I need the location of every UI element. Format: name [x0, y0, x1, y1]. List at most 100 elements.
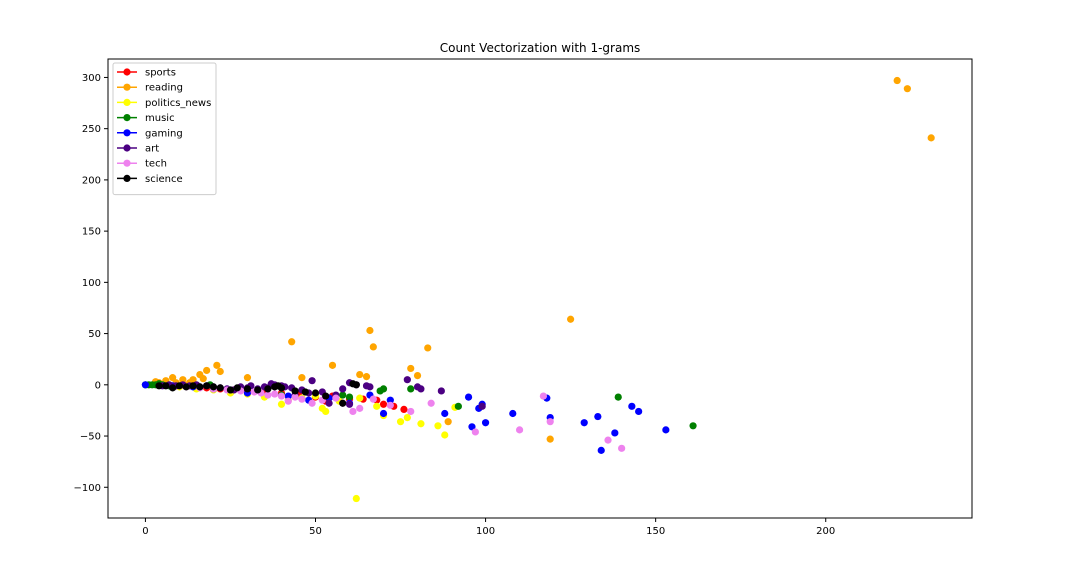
data-point [454, 402, 462, 410]
y-axis: −100 −50 0 50 100 150 200 250 300 [74, 73, 108, 494]
data-point [352, 381, 360, 389]
data-point [339, 391, 347, 399]
legend-marker [123, 129, 131, 137]
legend-marker [123, 83, 131, 91]
data-point [345, 393, 354, 401]
data-point [291, 387, 299, 395]
legend-label: gaming [145, 128, 183, 139]
data-point [444, 418, 452, 426]
data-point [379, 400, 388, 408]
data-point [264, 391, 272, 399]
data-point [169, 374, 177, 382]
data-point [277, 392, 286, 400]
data-point [417, 420, 425, 428]
data-point [325, 399, 333, 407]
data-point [356, 394, 364, 402]
x-tick-label: 200 [816, 526, 835, 537]
data-point [339, 399, 347, 407]
data-point [318, 404, 326, 412]
data-point [362, 373, 371, 381]
data-point [376, 387, 384, 395]
y-tick-label: 0 [95, 380, 101, 391]
data-point [179, 376, 187, 384]
data-point [175, 382, 184, 390]
data-point [413, 383, 422, 391]
data-point [284, 392, 292, 400]
data-point [196, 383, 204, 391]
data-point [264, 385, 272, 393]
data-point [437, 387, 445, 395]
data-point [162, 382, 170, 390]
legend-item: science [117, 174, 183, 185]
data-point [254, 386, 262, 394]
data-point [509, 409, 517, 418]
data-point [332, 394, 340, 402]
data-point [403, 376, 411, 384]
data-point [243, 374, 252, 382]
legend-label: music [145, 113, 175, 124]
x-axis: 0 50 100 150 200 [142, 518, 835, 537]
data-point [386, 401, 394, 409]
y-tick-label: −50 [80, 432, 101, 443]
legend-label: art [145, 144, 159, 155]
data-point [301, 388, 309, 396]
data-point [407, 385, 415, 393]
data-point [328, 361, 337, 369]
data-point [635, 407, 643, 416]
legend-marker [123, 159, 131, 167]
legend-item: politics_news [117, 98, 211, 109]
data-point [903, 85, 911, 93]
y-tick-label: 150 [82, 227, 101, 238]
data-point [284, 397, 292, 405]
data-point [322, 392, 330, 400]
data-point [209, 383, 218, 391]
x-tick-label: 50 [309, 526, 322, 537]
y-tick-label: 100 [82, 278, 101, 289]
data-point [203, 382, 211, 390]
legend-label: tech [145, 159, 167, 170]
legend-label: reading [145, 83, 183, 94]
data-point [662, 426, 670, 434]
data-point [441, 409, 449, 418]
data-point [216, 384, 224, 392]
y-tick-label: 50 [88, 329, 101, 340]
data-point [356, 370, 364, 379]
data-point [349, 407, 357, 416]
data-point [366, 326, 374, 335]
legend-item: tech [117, 159, 167, 170]
series-science [155, 380, 360, 407]
data-point [345, 400, 354, 408]
data-point [597, 446, 605, 454]
legend-item: gaming [117, 128, 183, 139]
data-point [539, 392, 548, 400]
data-point [628, 402, 636, 410]
data-point [546, 435, 554, 443]
y-tick-label: 250 [82, 124, 101, 135]
data-point [308, 399, 316, 407]
legend-box [112, 62, 217, 196]
x-tick-label: 0 [142, 526, 148, 537]
y-tick-label: −100 [74, 483, 101, 494]
data-point [515, 426, 524, 434]
chart-title: Count Vectorization with 1-grams [440, 41, 641, 55]
data-point [243, 385, 252, 393]
data-point [352, 494, 360, 503]
data-point [271, 390, 279, 398]
data-point [441, 431, 449, 439]
legend-marker [123, 68, 131, 76]
data-point [311, 389, 320, 397]
points-layer [141, 76, 935, 503]
data-point [927, 134, 935, 142]
data-point [580, 419, 588, 427]
data-point [434, 422, 442, 430]
data-point [594, 412, 602, 421]
data-point [471, 428, 479, 436]
y-tick-label: 200 [82, 175, 101, 186]
data-point [339, 385, 347, 393]
data-point [689, 422, 697, 430]
data-point [271, 383, 279, 391]
data-point [199, 375, 207, 383]
legend-label: science [145, 174, 183, 185]
x-tick-label: 100 [476, 526, 495, 537]
data-point [226, 386, 235, 394]
